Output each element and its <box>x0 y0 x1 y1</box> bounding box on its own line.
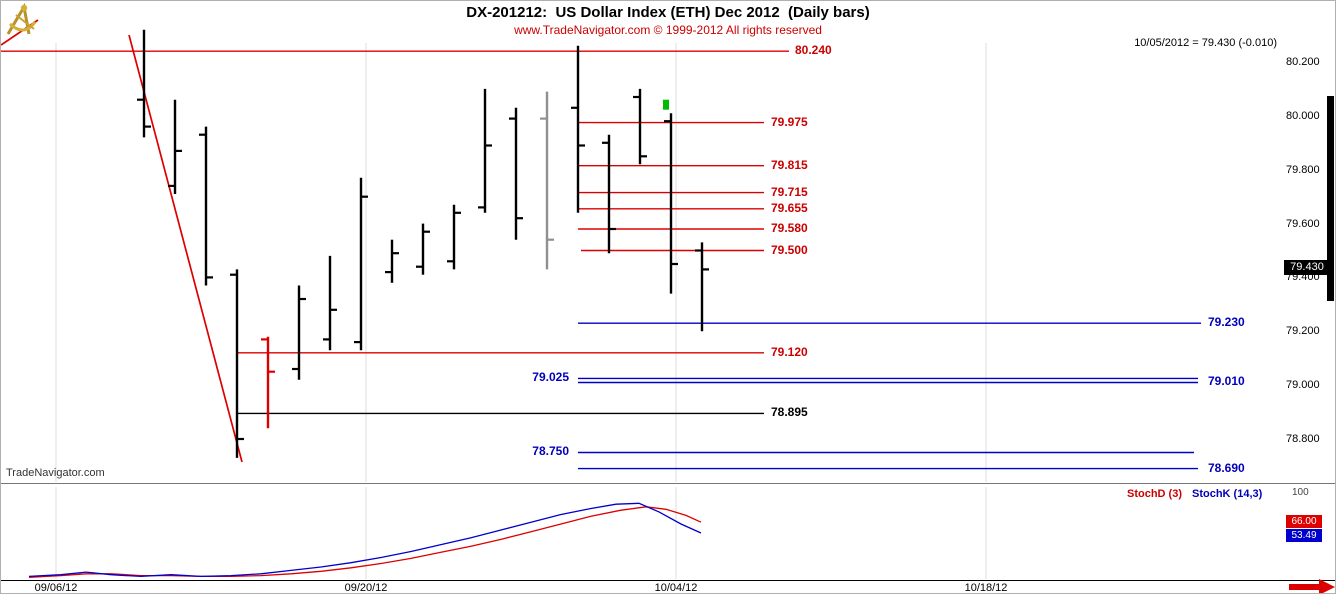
trendline[interactable] <box>128 34 243 463</box>
arrow-head <box>1319 579 1335 593</box>
level-label: 79.025 <box>532 370 569 384</box>
ohlc-bar <box>199 126 213 286</box>
level-label: 78.750 <box>532 444 569 458</box>
price-axis-label: 79.200 <box>1286 325 1320 337</box>
level-label: 79.715 <box>771 185 808 199</box>
ohlc-bar <box>478 88 492 213</box>
level-label: 79.500 <box>771 243 808 257</box>
ohlc-bar <box>168 99 182 194</box>
price-axis-label: 80.000 <box>1286 110 1320 122</box>
stochk-value-badge: 53.49 <box>1286 529 1322 542</box>
chart-subtitle: www.TradeNavigator.com © 1999-2012 All r… <box>514 23 822 37</box>
ohlc-bar <box>664 113 678 294</box>
price-axis-label: 79.800 <box>1286 164 1320 176</box>
current-price-badge: 79.430 <box>1284 260 1330 275</box>
ohlc-bar <box>571 45 585 213</box>
price-axis-label: 79.000 <box>1286 379 1320 391</box>
ohlc-bar <box>230 269 244 458</box>
price-axis-label: 78.800 <box>1286 433 1320 445</box>
price-axis-label: 80.200 <box>1286 56 1320 68</box>
price-axis-label: 79.600 <box>1286 218 1320 230</box>
stochd-value-badge: 66.00 <box>1286 515 1322 528</box>
stoch-legend: StochD (3) StochK (14,3) <box>1127 488 1262 500</box>
signal-mark <box>663 99 669 110</box>
ohlc-bar <box>602 134 616 254</box>
level-label: 79.655 <box>771 201 808 215</box>
sextant-icon <box>6 2 37 35</box>
stochd-line <box>28 506 702 578</box>
level-label: 79.815 <box>771 158 808 172</box>
date-axis[interactable]: 09/06/12 09/20/12 10/04/12 10/18/12 <box>1 582 1335 594</box>
date-axis-label: 10/04/12 <box>654 582 698 594</box>
quote-readout: 10/05/2012 = 79.430 (-0.010) <box>1134 37 1277 49</box>
scrollbar-thumb[interactable] <box>1327 96 1334 301</box>
price-axis[interactable]: 80.200 80.000 79.800 79.600 79.400 79.200 79.0… <box>1286 1 1335 481</box>
level-label: 79.230 <box>1208 315 1245 329</box>
ohlc-bar <box>261 336 275 429</box>
level-label: 80.240 <box>795 43 832 57</box>
level-label: 78.690 <box>1208 461 1245 475</box>
ohlc-bar <box>416 223 430 275</box>
stoch-axis-top-label: 100 <box>1292 487 1309 498</box>
level-label: 79.120 <box>771 345 808 359</box>
level-label: 79.975 <box>771 115 808 129</box>
arrow-shaft <box>1289 584 1319 590</box>
stochd-label: StochD (3) <box>1127 488 1182 500</box>
ohlc-bar <box>323 255 337 351</box>
watermark: TradeNavigator.com <box>6 467 105 479</box>
level-label: 78.895 <box>771 405 808 419</box>
stochk-line <box>28 502 702 578</box>
date-axis-label: 09/20/12 <box>344 582 388 594</box>
level-label: 79.580 <box>771 221 808 235</box>
ohlc-bar <box>540 91 554 270</box>
ohlc-bar <box>292 285 306 380</box>
ohlc-bar <box>447 204 461 270</box>
trade-navigator-logo <box>4 2 44 44</box>
ohlc-bar <box>509 107 523 240</box>
level-label: 79.010 <box>1208 374 1245 388</box>
chart-title: DX-201212: US Dollar Index (ETH) Dec 201… <box>466 4 870 21</box>
ohlc-bar <box>695 242 709 332</box>
stochk-label: StochK (14,3) <box>1192 488 1263 500</box>
ohlc-bar <box>385 239 399 283</box>
date-axis-label: 09/06/12 <box>34 582 78 594</box>
ohlc-bar <box>137 29 151 138</box>
scroll-right-arrow[interactable] <box>1289 579 1335 593</box>
ohlc-bar <box>633 88 647 165</box>
date-axis-label: 10/18/12 <box>964 582 1008 594</box>
ohlc-bar <box>354 177 368 351</box>
